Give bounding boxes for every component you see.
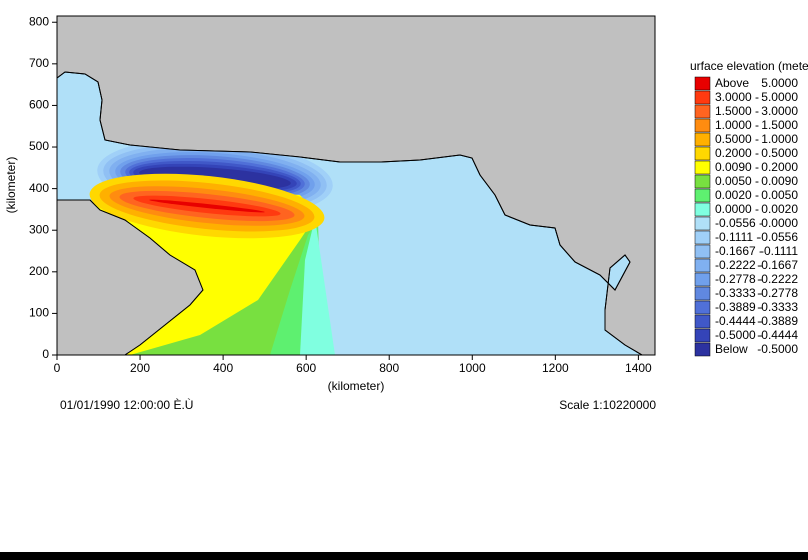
legend-upper: 3.0000: [761, 104, 798, 118]
coastline: [56, 71, 644, 356]
legend-upper: -0.2778: [757, 286, 798, 300]
legend-swatch: [694, 76, 711, 91]
x-tick-label: 200: [130, 361, 150, 375]
contour-band: [130, 222, 318, 355]
x-axis-label: (kilometer): [328, 379, 385, 393]
legend-swatch: [694, 132, 711, 147]
x-tick-label: 400: [213, 361, 233, 375]
legend-upper: -0.4444: [757, 328, 798, 342]
legend-swatch: [694, 230, 711, 245]
legend-upper: -0.3889: [757, 314, 798, 328]
legend-lower: 3.0000 -: [715, 90, 759, 104]
legend-swatch: [694, 314, 711, 329]
y-tick-label: 700: [29, 56, 49, 70]
legend-upper: -0.0556: [757, 230, 798, 244]
scale: Scale 1:10220000: [559, 398, 656, 412]
y-tick-label: 500: [29, 139, 49, 153]
legend-lower: -0.2778 -: [715, 272, 763, 286]
legend-swatch: [694, 104, 711, 119]
legend-swatch: [694, 342, 711, 357]
legend-upper: 0.2000: [761, 160, 798, 174]
legend-lower: Above: [715, 76, 749, 90]
legend-swatch: [694, 174, 711, 189]
legend-swatch: [694, 90, 711, 105]
x-tick-label: 800: [379, 361, 399, 375]
legend-upper: 0.5000: [761, 146, 798, 160]
x-tick-label: 1400: [625, 361, 652, 375]
legend-upper: -0.1667: [757, 258, 798, 272]
plot-frame: [56, 15, 656, 356]
x-tick-label: 0: [54, 361, 61, 375]
legend-swatch: [694, 258, 711, 273]
y-tick-label: 200: [29, 264, 49, 278]
legend-lower: -0.3889 -: [715, 300, 763, 314]
contours: [89, 139, 335, 355]
legend-swatch: [694, 188, 711, 203]
y-tick-label: 0: [42, 347, 49, 361]
legend-swatch: [694, 300, 711, 315]
legend-lower: 0.2000 -: [715, 146, 759, 160]
legend-swatch: [694, 244, 711, 259]
x-tick-label: 600: [296, 361, 316, 375]
contour-band: [149, 199, 265, 213]
legend-lower: 0.0050 -: [715, 174, 759, 188]
legend-lower: -0.1111 -: [715, 230, 760, 244]
legend-lower: 1.5000 -: [715, 104, 759, 118]
legend-upper: -0.5000: [757, 342, 798, 356]
legend-upper: 0.0000: [761, 216, 798, 230]
legend-lower: 1.0000 -: [715, 118, 759, 132]
y-tick-label: 100: [29, 306, 49, 320]
legend-upper: 0.0020: [761, 202, 798, 216]
legend-upper: -0.3333: [757, 300, 798, 314]
legend-swatch: [694, 328, 711, 343]
legend-lower: -0.4444 -: [715, 314, 763, 328]
y-tick-label: 400: [29, 181, 49, 195]
legend-swatch: [694, 118, 711, 133]
legend-upper: 5.0000: [761, 76, 798, 90]
timestamp: 01/01/1990 12:00:00 È.Ù: [60, 397, 193, 412]
legend-lower: -0.1667 -: [715, 244, 763, 258]
legend-swatch: [694, 146, 711, 161]
legend-upper: -0.2222: [757, 272, 798, 286]
legend-lower: -0.5000 -: [715, 328, 763, 342]
legend-swatch: [694, 216, 711, 231]
legend-lower: -0.2222 -: [715, 258, 763, 272]
y-tick-label: 800: [29, 14, 49, 28]
legend-lower: -0.0556 -: [715, 216, 763, 230]
legend-lower: Below: [715, 342, 748, 356]
legend-upper: 1.0000: [761, 132, 798, 146]
legend-lower: 0.0090 -: [715, 160, 759, 174]
legend-lower: 0.5000 -: [715, 132, 759, 146]
x-tick-label: 1200: [542, 361, 569, 375]
legend-title: urface elevation (meter): [690, 59, 808, 73]
legend-upper: 0.0050: [761, 188, 798, 202]
y-axis-label: (kilometer): [4, 157, 18, 214]
bottom-bar: [0, 552, 808, 560]
legend-lower: 0.0000 -: [715, 202, 759, 216]
legend-swatch: [694, 272, 711, 287]
legend-swatch: [694, 286, 711, 301]
legend-upper: 5.0000: [761, 90, 798, 104]
legend-upper: 0.0090: [761, 174, 798, 188]
legend-lower: 0.0020 -: [715, 188, 759, 202]
contour-band: [300, 218, 335, 355]
y-tick-label: 600: [29, 98, 49, 112]
x-tick-label: 1000: [459, 361, 486, 375]
legend-lower: -0.3333 -: [715, 286, 763, 300]
legend-swatch: [694, 202, 711, 217]
legend-upper: -0.1111: [760, 244, 798, 258]
y-tick-label: 300: [29, 222, 49, 236]
legend-swatch: [694, 160, 711, 175]
legend-upper: 1.5000: [761, 118, 798, 132]
